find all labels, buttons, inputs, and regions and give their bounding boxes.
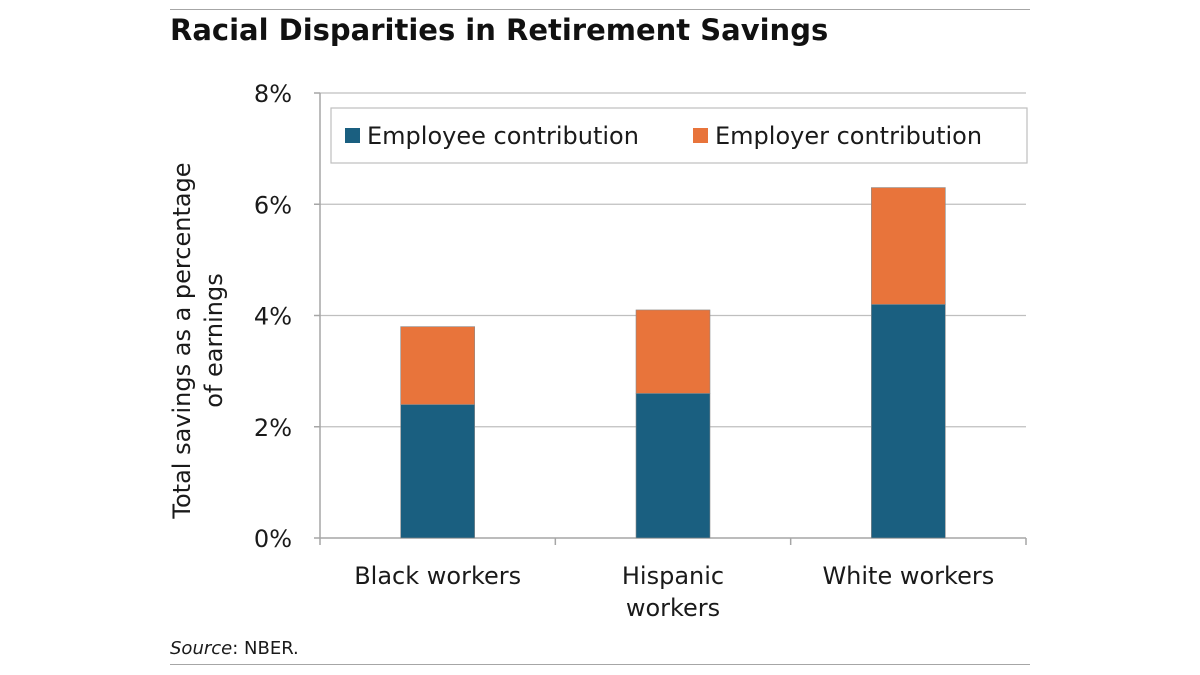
x-category-label: workers: [626, 594, 720, 622]
legend-box: [330, 107, 1028, 164]
legend-swatch-employee: [345, 128, 360, 143]
y-tick-label: 2%: [254, 414, 292, 442]
bottom-rule: [170, 664, 1030, 665]
source-text: : NBER.: [232, 638, 299, 659]
bar-employer-contribution: [635, 309, 711, 394]
top-rule: [170, 9, 1030, 10]
y-tick-label: 0%: [254, 525, 292, 553]
y-tick-label: 8%: [254, 80, 292, 108]
bar-employee-contribution: [400, 404, 475, 539]
x-category-label: Hispanic: [622, 562, 724, 590]
y-axis-title: of earnings: [200, 273, 228, 408]
legend-label-employer: Employer contribution: [715, 122, 982, 150]
chart-title: Racial Disparities in Retirement Savings: [170, 13, 829, 47]
bar-employer-contribution: [871, 187, 946, 305]
bar-employee-contribution: [871, 304, 946, 539]
x-category-label: White workers: [822, 562, 994, 590]
y-axis-title: Total savings as a percentage: [168, 162, 196, 519]
source-note: Source: NBER.: [170, 638, 299, 659]
legend-swatch-employer: [693, 128, 708, 143]
bar-employer-contribution: [400, 326, 475, 405]
x-category-label: Black workers: [354, 562, 521, 590]
y-tick-label: 6%: [254, 191, 292, 219]
legend-label-employee: Employee contribution: [367, 122, 639, 150]
source-label: Source: [170, 638, 233, 659]
y-tick-label: 4%: [254, 303, 292, 331]
bar-employee-contribution: [635, 393, 711, 539]
